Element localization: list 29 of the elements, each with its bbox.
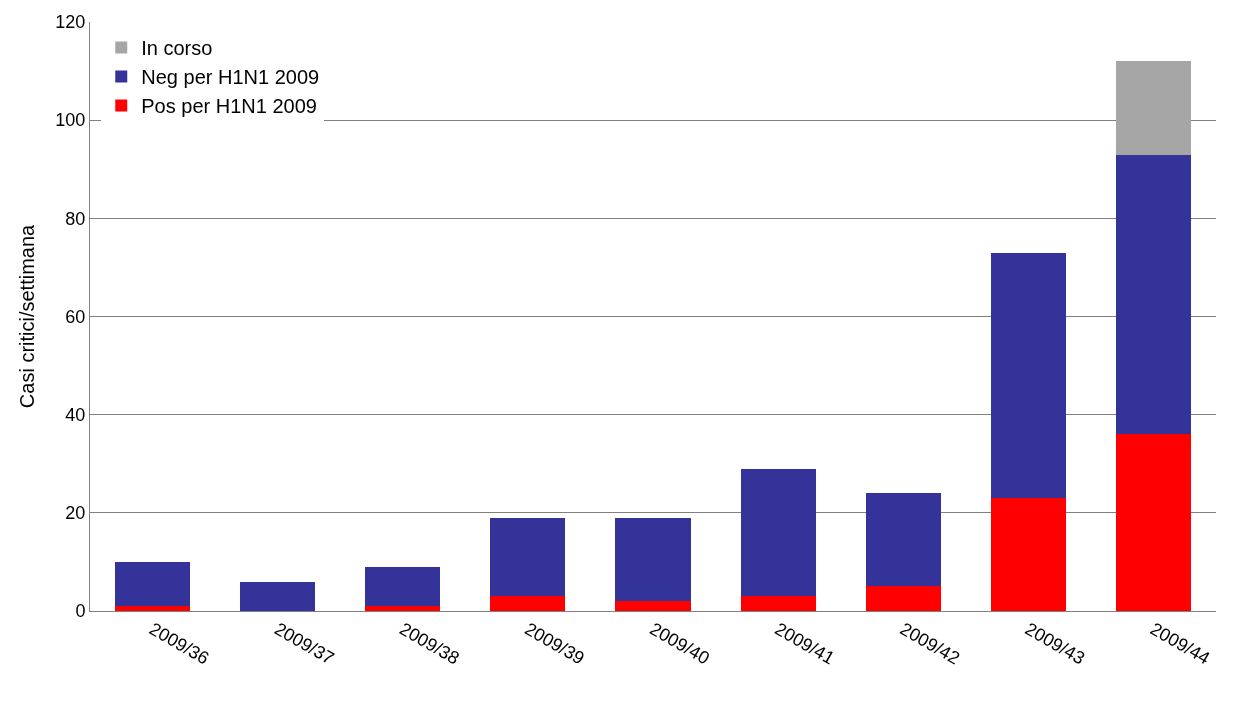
bar (990, 498, 1066, 611)
bar (1115, 154, 1191, 435)
bar (490, 517, 566, 597)
bar (1115, 61, 1191, 155)
y-tick-label: 100 (55, 110, 86, 131)
legend-label: Pos per H1N1 2009 (141, 95, 317, 118)
y-tick-label: 120 (55, 12, 86, 33)
bar (990, 252, 1066, 499)
bar (365, 566, 441, 607)
bar (240, 581, 316, 611)
bar (865, 493, 941, 587)
y-axis-title: Casi critici/settimana (15, 223, 38, 409)
bar (490, 596, 566, 611)
bar (740, 468, 816, 597)
y-tick-label: 20 (65, 503, 86, 524)
legend-label: Neg per H1N1 2009 (141, 66, 320, 89)
bar (615, 517, 691, 602)
bar (865, 586, 941, 611)
legend-label: In corso (141, 37, 213, 60)
bar (115, 561, 191, 607)
y-tick-label: 60 (65, 306, 86, 327)
y-tick-label: 80 (65, 208, 86, 229)
bar (1115, 434, 1191, 611)
bar (115, 606, 191, 611)
y-tick-label: 0 (75, 601, 86, 622)
bar (615, 601, 691, 611)
bar (740, 596, 816, 611)
y-tick-label: 40 (65, 404, 86, 425)
bar (365, 606, 441, 611)
